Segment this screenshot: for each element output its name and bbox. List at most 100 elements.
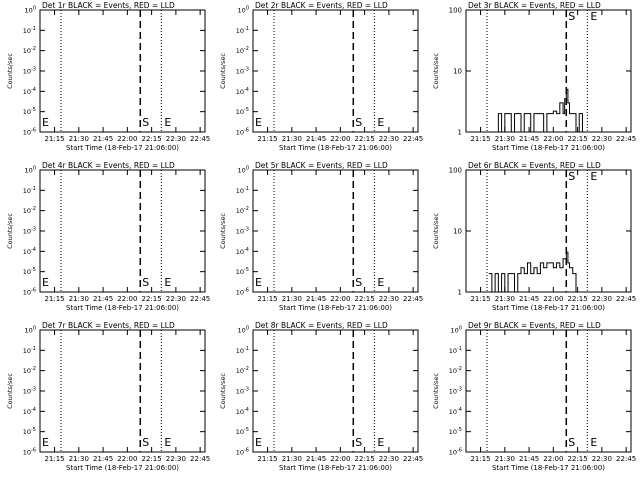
y-tick-label: 10-2 [236,46,249,55]
chart-title: Det 6r BLACK = Events, RED = LLD [468,161,601,170]
x-tick-label: 22:00 [330,135,350,143]
start-marker: S [355,116,362,129]
x-tick-label: 21:15 [470,295,490,303]
x-tick-label: 21:15 [257,135,277,143]
x-tick-label: 22:30 [592,455,612,463]
y-axis-label: Counts/sec [219,53,227,89]
x-tick-label: 21:30 [69,455,89,463]
y-tick-label: 10-3 [23,387,36,396]
y-tick-label: 10-6 [236,448,249,457]
chart-title: Det 4r BLACK = Events, RED = LLD [42,161,175,170]
y-tick-label: 10-3 [449,387,462,396]
y-tick-label: 10-5 [23,107,36,116]
plot-frame [39,329,206,453]
y-tick-label: 10-6 [449,448,462,457]
y-tick-label: 10-3 [236,227,249,236]
x-tick-label: 22:45 [190,295,210,303]
chart-panel-8: Det 8r BLACK = Events, RED = LLD 100 10-1 1… [219,321,423,472]
end-marker: E [164,276,171,289]
x-tick-label: 22:15 [355,295,375,303]
chart-title: Det 3r BLACK = Events, RED = LLD [468,1,601,10]
x-tick-label: 22:15 [355,135,375,143]
x-tick-label: 22:15 [568,295,588,303]
x-tick-label: 21:30 [69,295,89,303]
end-marker: E [164,116,171,129]
chart-panel-6: Det 6r BLACK = Events, RED = LLD 100 10 1 21… [432,161,636,312]
x-tick-label: 21:30 [495,455,515,463]
y-tick-label: 10-1 [23,26,36,35]
plot-frame [252,329,419,453]
x-tick-label: 22:15 [355,455,375,463]
x-tick-label: 21:15 [44,135,64,143]
left-end-marker: E [42,276,49,289]
y-tick-label: 1 [458,129,462,137]
x-tick-label: 21:45 [519,295,539,303]
end-marker: E [377,116,384,129]
end-marker: E [164,436,171,449]
y-tick-label: 10-3 [23,227,36,236]
y-axis-label: Counts/sec [432,53,440,89]
events-series [495,88,583,133]
y-tick-label: 10-3 [236,387,249,396]
start-marker: S [142,436,149,449]
y-tick-label: 10-1 [449,346,462,355]
y-tick-label: 10-6 [23,128,36,137]
y-tick-label: 100 [449,7,462,15]
y-tick-label: 10-2 [23,366,36,375]
events-series [488,251,580,293]
y-tick-label: 100 [25,326,36,335]
y-tick-label: 10-3 [236,67,249,76]
x-axis-label: Start Time (18-Feb-17 21:06:00) [66,144,179,152]
x-tick-label: 22:45 [616,135,636,143]
chart-title: Det 1r BLACK = Events, RED = LLD [42,1,175,10]
chart-panel-2: Det 2r BLACK = Events, RED = LLD 100 10-1 1… [219,1,423,152]
chart-panel-7: Det 7r BLACK = Events, RED = LLD 100 10-1 1… [6,321,210,472]
x-tick-label: 22:45 [616,295,636,303]
x-tick-label: 22:15 [142,455,162,463]
left-end-marker: E [42,116,49,129]
y-tick-label: 10-5 [23,427,36,436]
y-tick-label: 10-2 [23,46,36,55]
chart-panel-5: Det 5r BLACK = Events, RED = LLD 100 10-1 1… [219,161,423,312]
y-tick-label: 10-4 [23,87,36,96]
y-tick-label: 10-4 [236,407,249,416]
y-tick-label: 100 [451,326,462,335]
x-tick-label: 22:15 [142,295,162,303]
end-marker: E [377,436,384,449]
x-tick-label: 22:00 [543,295,563,303]
x-tick-label: 21:30 [282,295,302,303]
chart-title: Det 5r BLACK = Events, RED = LLD [255,161,388,170]
x-tick-label: 21:15 [470,455,490,463]
x-tick-label: 22:15 [568,455,588,463]
x-tick-label: 21:30 [282,135,302,143]
x-tick-label: 21:45 [93,295,113,303]
x-tick-label: 21:15 [470,135,490,143]
x-tick-label: 22:30 [592,135,612,143]
y-tick-label: 10-1 [236,186,249,195]
y-tick-label: 100 [238,6,249,15]
x-tick-label: 22:45 [403,295,423,303]
left-end-marker: E [255,436,262,449]
end-marker: E [377,276,384,289]
x-tick-label: 21:30 [495,295,515,303]
x-tick-label: 21:30 [69,135,89,143]
plot-frame [39,9,206,133]
x-tick-label: 21:45 [306,455,326,463]
y-axis-label: Counts/sec [432,373,440,409]
y-tick-label: 10-4 [23,407,36,416]
x-tick-label: 21:45 [93,135,113,143]
chart-panel-3: Det 3r BLACK = Events, RED = LLD 100 10 1 21… [432,1,636,152]
x-axis-label: Start Time (18-Feb-17 21:06:00) [279,144,392,152]
y-axis-label: Counts/sec [6,373,14,409]
y-tick-label: 100 [25,166,36,175]
y-axis-label: Counts/sec [219,213,227,249]
y-tick-label: 10-5 [236,267,249,276]
y-tick-label: 10-4 [23,247,36,256]
y-tick-label: 10-5 [236,107,249,116]
chart-title: Det 8r BLACK = Events, RED = LLD [255,321,388,330]
end-marker: E [590,10,597,23]
y-tick-label: 10 [453,228,462,236]
x-tick-label: 21:45 [306,135,326,143]
start-marker: S [568,10,575,23]
